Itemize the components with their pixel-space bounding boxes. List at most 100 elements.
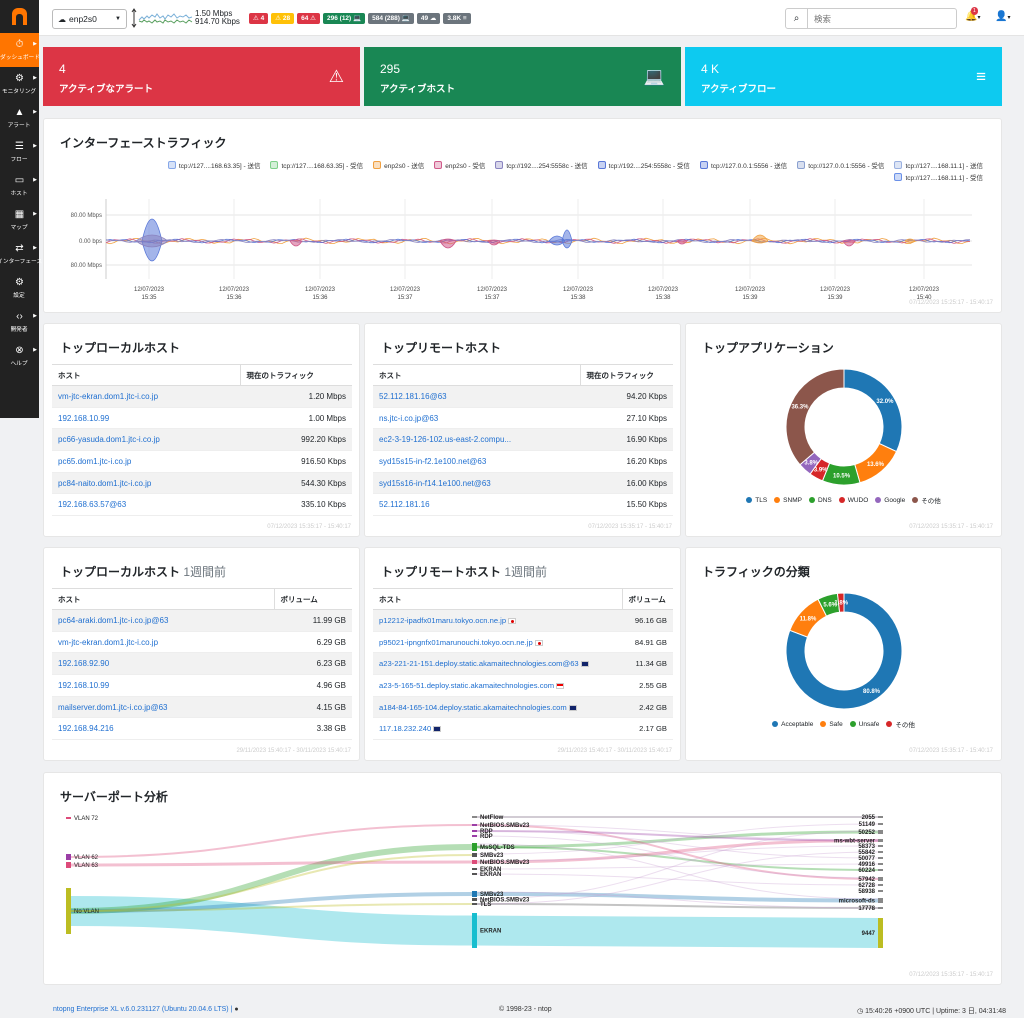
table-row[interactable]: vm-jtc-ekran.dom1.jtc-i.co.jp 1.20 Mbps	[52, 385, 352, 408]
search-icon[interactable]: ⌕	[786, 9, 808, 28]
legend-entry[interactable]: Acceptable	[772, 719, 813, 729]
table-row[interactable]: 117.18.232.240 2.17 GB	[373, 717, 673, 741]
active-hosts-tile[interactable]: 295 アクティブホスト 💻	[364, 47, 681, 106]
sidebar-item-flows[interactable]: ☰ フロー ▶	[0, 135, 39, 169]
github-icon[interactable]: ●	[234, 1006, 239, 1013]
status-badge[interactable]: 296 (12) 💻	[323, 13, 366, 24]
traffic-classification-donut[interactable]: 80.8% 11.8% 5.6%1.8%	[686, 578, 1003, 748]
version-link[interactable]: ntopng Enterprise XL v.6.0.231127 (Ubunt…	[53, 1006, 239, 1013]
table-row[interactable]: vm-jtc-ekran.dom1.jtc-i.co.jp 6.29 GB	[52, 631, 352, 654]
host-link[interactable]: vm-jtc-ekran.dom1.jtc-i.co.jp	[58, 637, 159, 647]
legend-entry[interactable]: その他	[912, 495, 941, 505]
user-menu-icon[interactable]: 👤▾	[995, 11, 1011, 22]
sidebar-item-dashboard[interactable]: ⏱ ダッシュボード ▶	[0, 33, 39, 67]
traffic-sparkline[interactable]	[131, 8, 193, 28]
legend-entry[interactable]: enp2s0 - 受信	[434, 160, 485, 170]
legend-entry[interactable]: enp2s0 - 送信	[373, 160, 424, 170]
table-row[interactable]: p12212-ipadfx01maru.tokyo.ocn.ne.jp 96.16…	[373, 609, 673, 632]
table-row[interactable]: 192.168.92.90 6.23 GB	[52, 652, 352, 676]
host-link[interactable]: ns.jtc-i.co.jp@63	[379, 413, 439, 423]
legend-entry[interactable]: tcp://192....254:5558c - 受信	[597, 160, 690, 170]
host-link[interactable]: 117.18.232.240	[379, 724, 432, 734]
host-link[interactable]: vm-jtc-ekran.dom1.jtc-i.co.jp	[58, 391, 159, 401]
table-row[interactable]: a23-5-165-51.deploy.static.akamaitechnol…	[373, 674, 673, 697]
host-link[interactable]: a23-5-165-51.deploy.static.akamaitechnol…	[379, 680, 555, 690]
status-badge[interactable]: ⚠ 4	[249, 13, 269, 24]
host-link[interactable]: 52.112.181.16@63	[379, 391, 447, 401]
legend-entry[interactable]: tcp://192....254:5558c - 送信	[495, 160, 588, 170]
host-link[interactable]: pc66-yasuda.dom1.jtc-i.co.jp	[58, 435, 160, 445]
sidebar-item-monitoring[interactable]: ⚙ モニタリング ▶	[0, 67, 39, 101]
table-row[interactable]: 192.168.10.99 4.96 GB	[52, 674, 352, 697]
host-link[interactable]: 192.168.10.99	[58, 680, 110, 690]
host-link[interactable]: syd15s15-in-f2.1e100.net@63	[379, 456, 487, 466]
notification-bell-icon[interactable]: 🔔 1 ▾	[965, 7, 981, 22]
sidebar-item-alert[interactable]: ▲ アラート ▶	[0, 101, 39, 135]
traffic-chart[interactable]: 80.00 Mbps 0.00 bps 80.00 Mbps 12/07/2023 15…	[44, 119, 1003, 314]
sidebar-item-interface[interactable]: ⇄ インターフェース ▶	[0, 237, 42, 271]
host-link[interactable]: 192.168.92.90	[58, 659, 110, 669]
table-row[interactable]: pc84-naito.dom1.jtc-i.co.jp 544.30 Kbps	[52, 472, 352, 495]
status-badge[interactable]: 584 (288) 💻	[368, 13, 414, 24]
top-applications-donut[interactable]: 32.0% 13.6% 10.5% 3.9%3.8% 36.3%	[686, 354, 1003, 524]
legend-entry[interactable]: tcp://127....168.63.35] - 送信	[167, 160, 260, 170]
legend-entry[interactable]: tcp://127....168.11.1] - 送信	[894, 160, 983, 170]
host-link[interactable]: mailserver.dom1.jtc-i.co.jp@63	[58, 702, 168, 712]
table-row[interactable]: syd15s16-in-f14.1e100.net@63 16.00 Kbps	[373, 472, 673, 495]
ntop-logo[interactable]	[0, 0, 39, 33]
legend-entry[interactable]: TLS	[746, 495, 767, 505]
table-row[interactable]: syd15s15-in-f2.1e100.net@63 16.20 Kbps	[373, 450, 673, 473]
active-flows-tile[interactable]: 4 K アクティブフロー ≡	[685, 47, 1002, 106]
table-row[interactable]: p95021-ipngnfx01marunouchi.tokyo.ocn.ne.…	[373, 631, 673, 654]
table-row[interactable]: 192.168.63.57@63 335.10 Kbps	[52, 493, 352, 517]
legend-entry[interactable]: tcp://127.0.0.1:5556 - 送信	[699, 160, 787, 170]
interface-selector[interactable]: ☁ enp2s0 ▼	[52, 9, 127, 29]
sidebar-item-settings[interactable]: ⚙ 設定	[0, 271, 39, 305]
table-row[interactable]: ns.jtc-i.co.jp@63 27.10 Kbps	[373, 407, 673, 430]
status-badge[interactable]: ⚠ 28	[271, 13, 295, 24]
search-input[interactable]	[808, 13, 948, 24]
table-row[interactable]: pc64-araki.dom1.jtc-i.co.jp@63 11.99 GB	[52, 609, 352, 632]
host-link[interactable]: ec2-3-19-126-102.us-east-2.compu...	[379, 435, 512, 445]
table-row[interactable]: 192.168.94.216 3.38 GB	[52, 717, 352, 741]
sidebar-item-map[interactable]: ▦ マップ ▶	[0, 203, 39, 237]
legend-entry[interactable]: その他	[886, 719, 915, 729]
legend-entry[interactable]: SNMP	[774, 495, 802, 505]
server-ports-sankey[interactable]: VLAN 72 VLAN 62 VLAN 63 No VLAN NetFlow NetBI…	[44, 773, 1003, 986]
host-link[interactable]: pc65.dom1.jtc-i.co.jp	[58, 456, 132, 466]
host-link[interactable]: a184-84-165-104.deploy.static.akamaitech…	[379, 702, 567, 712]
host-link[interactable]: p12212-ipadfx01maru.tokyo.ocn.ne.jp	[379, 615, 507, 625]
sidebar-item-help[interactable]: ⊗ ヘルプ ▶	[0, 339, 39, 373]
legend-entry[interactable]: tcp://127.0.0.1:5556 - 受信	[797, 160, 884, 170]
active-alerts-tile[interactable]: 4 アクティブなアラート ⚠	[43, 47, 360, 106]
sidebar-item-developer[interactable]: ‹› 開発者 ▶	[0, 305, 39, 339]
host-link[interactable]: pc84-naito.dom1.jtc-i.co.jp	[58, 478, 152, 488]
legend-entry[interactable]: tcp://127....168.11.1] - 受信	[894, 172, 983, 182]
host-link[interactable]: 52.112.181.16	[379, 500, 430, 510]
table-row[interactable]: mailserver.dom1.jtc-i.co.jp@63 4.15 GB	[52, 696, 352, 719]
host-link[interactable]: 192.168.63.57@63	[58, 500, 127, 510]
table-row[interactable]: a23-221-21-151.deploy.static.akamaitechn…	[373, 652, 673, 676]
sidebar-item-hosts[interactable]: ▭ ホスト ▶	[0, 169, 39, 203]
status-badge[interactable]: 49 ☁	[416, 13, 441, 24]
legend-entry[interactable]: WUDO	[838, 495, 868, 505]
status-badge[interactable]: 3.8K ≡	[443, 13, 471, 24]
table-row[interactable]: pc66-yasuda.dom1.jtc-i.co.jp 992.20 Kbps	[52, 428, 352, 452]
table-row[interactable]: 52.112.181.16 15.50 Kbps	[373, 493, 673, 517]
host-link[interactable]: p95021-ipngnfx01marunouchi.tokyo.ocn.ne.…	[379, 637, 533, 647]
table-row[interactable]: ec2-3-19-126-102.us-east-2.compu... 16.90…	[373, 428, 673, 452]
table-row[interactable]: a184-84-165-104.deploy.static.akamaitech…	[373, 696, 673, 719]
table-row[interactable]: 52.112.181.16@63 94.20 Kbps	[373, 385, 673, 408]
legend-entry[interactable]: Google	[875, 495, 905, 505]
host-link[interactable]: syd15s16-in-f14.1e100.net@63	[379, 478, 491, 488]
host-link[interactable]: 192.168.10.99	[58, 413, 110, 423]
host-link[interactable]: 192.168.94.216	[58, 724, 114, 734]
legend-entry[interactable]: Unsafe	[849, 719, 879, 729]
legend-entry[interactable]: tcp://127....168.63.35] - 受信	[270, 160, 363, 170]
host-link[interactable]: pc64-araki.dom1.jtc-i.co.jp@63	[58, 615, 169, 625]
status-badge[interactable]: 64 ⚠	[297, 13, 320, 24]
table-row[interactable]: 192.168.10.99 1.00 Mbps	[52, 407, 352, 430]
legend-entry[interactable]: Safe	[820, 719, 843, 729]
legend-entry[interactable]: DNS	[808, 495, 832, 505]
host-link[interactable]: a23-221-21-151.deploy.static.akamaitechn…	[379, 659, 579, 669]
